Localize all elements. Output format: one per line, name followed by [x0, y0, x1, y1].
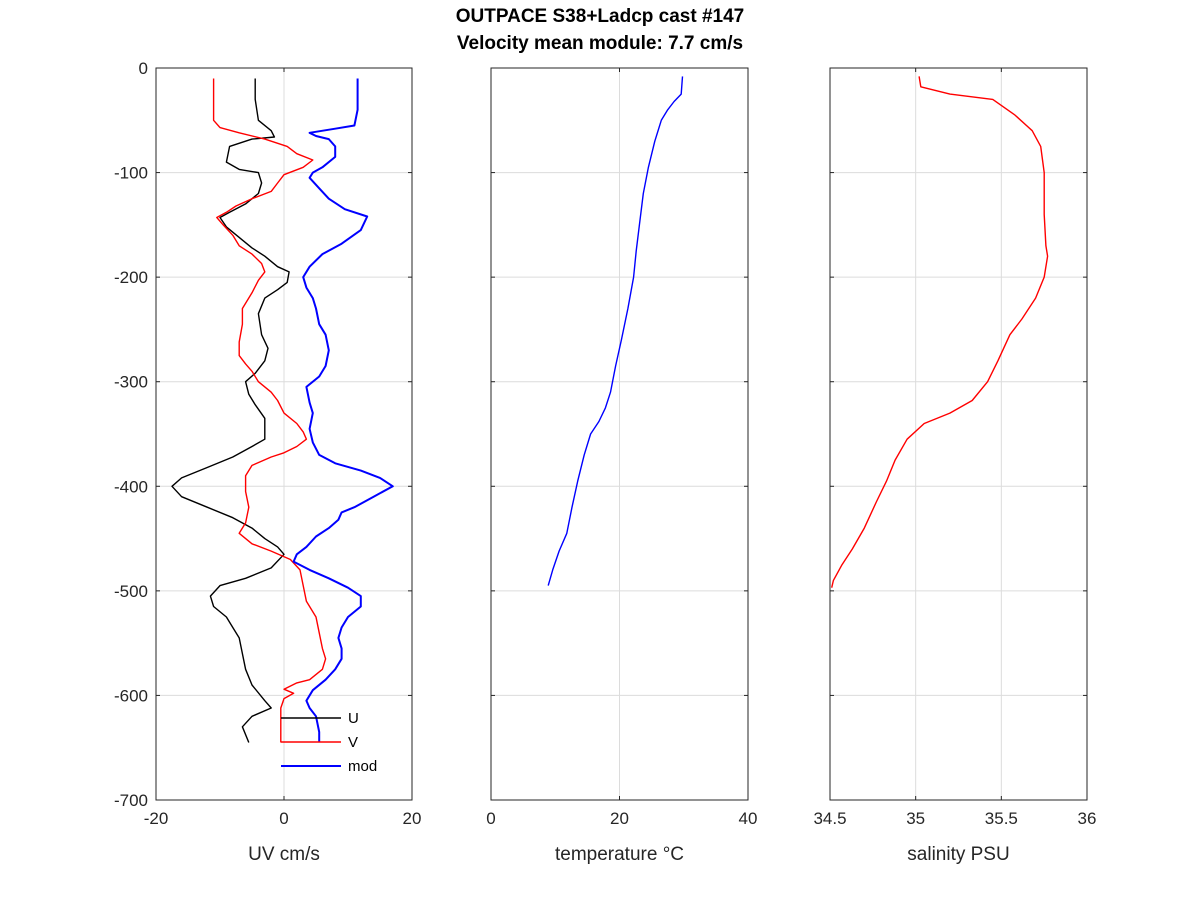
x-tick-label: 40 [739, 809, 758, 828]
x-tick-label: 36 [1078, 809, 1097, 828]
x-tick-label: -20 [144, 809, 169, 828]
x-tick-label: 20 [610, 809, 629, 828]
y-tick-label: 0 [139, 59, 148, 78]
chart-title-line-2: Velocity mean module: 7.7 cm/s [456, 33, 744, 54]
axes-background [830, 68, 1087, 800]
x-tick-label: 20 [403, 809, 422, 828]
panel-3: 34.5 35 35.5 36 salinity PSU [813, 67, 1097, 865]
chart-title-line-1: OUTPACE S38+Ladcp cast #147 [455, 6, 745, 27]
axes-box [829, 67, 1088, 801]
x-tick-label: 35 [906, 809, 925, 828]
y-tick-label: -500 [114, 582, 148, 601]
x-axis-label: temperature °C [555, 844, 684, 865]
x-tick-label: 35.5 [985, 809, 1018, 828]
mod-series-line [292, 78, 394, 743]
v-legend-label: V [348, 734, 358, 751]
mod-legend-label: mod [348, 758, 377, 775]
u-legend-label: U [348, 710, 359, 727]
v-series-line [212, 78, 327, 743]
profile-series-line [547, 76, 684, 586]
panel-2: 0 20 40 temperature °C [486, 67, 758, 865]
profile-series-line [831, 76, 1049, 588]
y-tick-label: -600 [114, 686, 148, 705]
u-series-line [171, 78, 290, 743]
x-tick-label: 34.5 [813, 809, 846, 828]
y-tick-label: -100 [114, 164, 148, 183]
x-tick-label: 0 [279, 809, 288, 828]
x-axis-label: salinity PSU [907, 844, 1009, 865]
y-tick-label: -700 [114, 791, 148, 810]
y-tick-label: -400 [114, 477, 148, 496]
y-tick-label: -300 [114, 373, 148, 392]
y-tick-label: -200 [114, 268, 148, 287]
x-tick-label: 0 [486, 809, 495, 828]
x-axis-label: UV cm/s [248, 844, 320, 865]
